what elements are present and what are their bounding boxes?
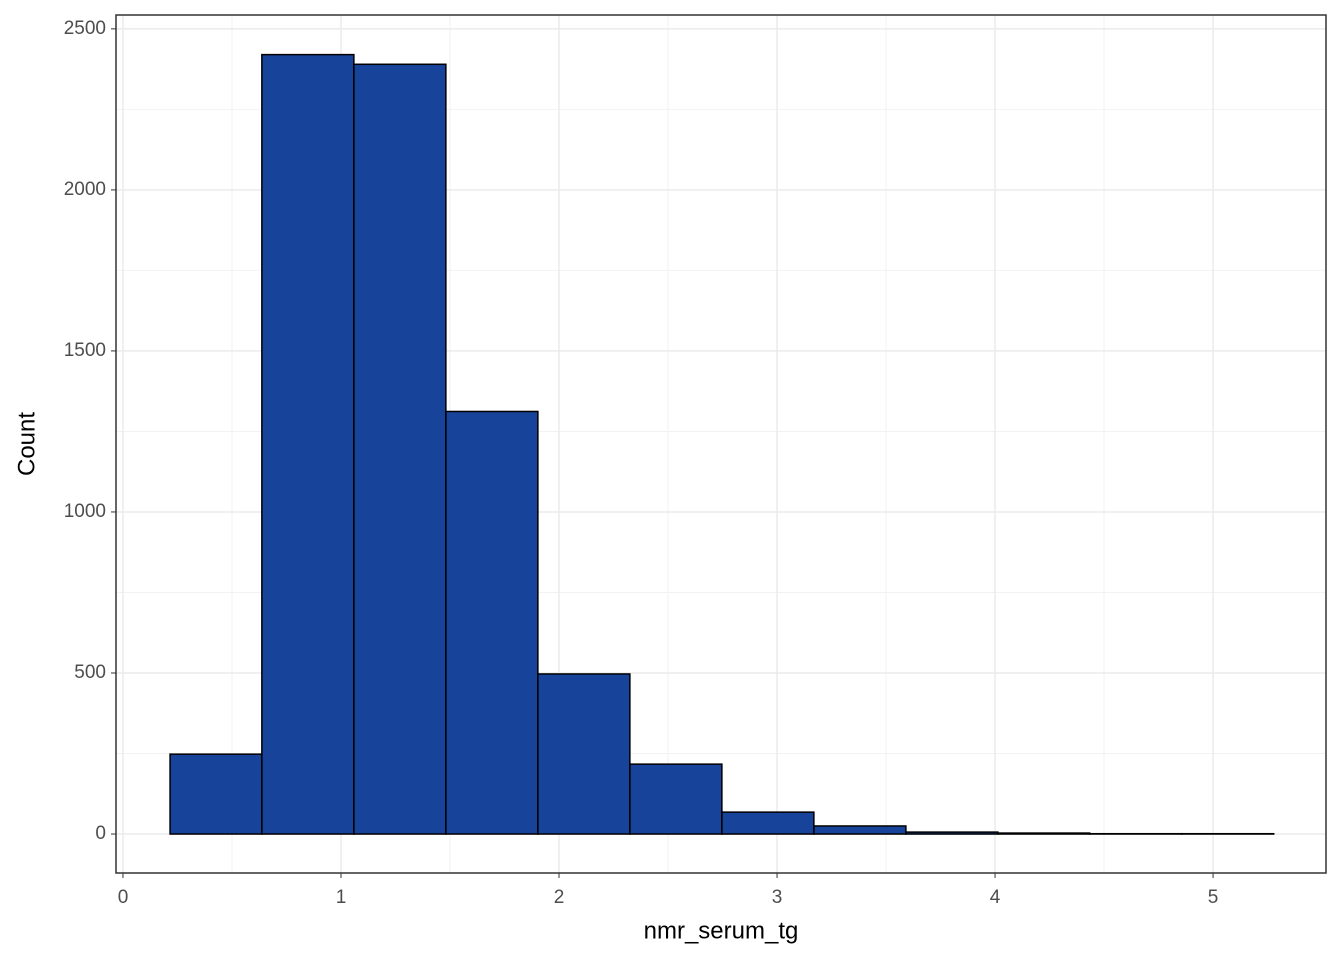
- y-tick-label: 2500: [64, 18, 106, 39]
- bar: [261, 53, 355, 835]
- y-tick-label: 0: [95, 823, 106, 844]
- bar: [997, 832, 1091, 835]
- x-tick-label: 2: [554, 887, 565, 908]
- bar: [629, 763, 723, 835]
- bar: [445, 410, 539, 835]
- x-tick-label: 4: [990, 887, 1001, 908]
- bar: [353, 63, 447, 835]
- x-tick-label: 0: [118, 887, 129, 908]
- bar: [169, 753, 263, 835]
- y-tick-label: 2000: [64, 179, 106, 200]
- x-tick-label: 5: [1208, 887, 1219, 908]
- y-tick-label: 500: [74, 662, 106, 683]
- y-axis-title: Count: [13, 412, 40, 476]
- panel-border: [115, 14, 1327, 874]
- bar: [813, 825, 907, 835]
- x-axis-title: nmr_serum_tg: [644, 917, 799, 944]
- x-tick-label: 1: [336, 887, 347, 908]
- bar: [537, 673, 631, 835]
- y-tick-label: 1000: [64, 501, 106, 522]
- bar: [721, 811, 815, 835]
- bar: [905, 831, 999, 835]
- x-tick-label: 3: [772, 887, 783, 908]
- y-tick-label: 1500: [64, 340, 106, 361]
